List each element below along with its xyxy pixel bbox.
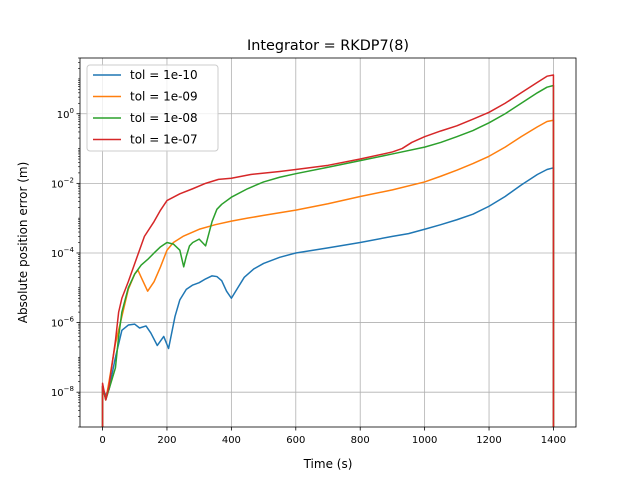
legend-label: tol = 1e-08: [130, 111, 198, 125]
series-line: [101, 167, 555, 427]
x-tick-label: 800: [351, 435, 370, 446]
chart-title: Integrator = RKDP7(8): [247, 38, 409, 54]
x-tick-label: 0: [99, 435, 105, 446]
x-tick-label: 1400: [541, 435, 566, 446]
legend-box: [86, 64, 219, 152]
y-tick-exponent: 0: [70, 107, 74, 115]
y-tick-exponent: −8: [64, 385, 74, 393]
series-line: [101, 84, 555, 427]
y-tick-label: 10−8: [51, 385, 74, 399]
series-line: [101, 74, 555, 427]
y-tick-label: 10−2: [51, 176, 74, 190]
x-tick-label: 1000: [412, 435, 437, 446]
legend-label: tol = 1e-09: [130, 90, 198, 104]
y-tick-label: 100: [57, 107, 74, 121]
legend: tol = 1e-10 tol = 1e-09 tol = 1e-08 tol = 1…: [86, 64, 219, 152]
y-tick-exponent: −4: [64, 246, 75, 254]
y-tick-base: 10: [51, 179, 64, 190]
x-tick-label: 200: [157, 435, 176, 446]
data-series: [101, 74, 555, 427]
y-tick-base: 10: [51, 388, 64, 399]
y-tick-base: 10: [51, 319, 64, 330]
axis-ticks: 0 200 400 600 800 1000 1200 140010−810−610−410−…: [51, 57, 566, 446]
y-axis-label: Absolute position error (m): [16, 162, 30, 324]
y-tick-label: 10−4: [51, 246, 75, 260]
legend-label: tol = 1e-10: [130, 68, 198, 82]
y-tick-label: 10−6: [51, 316, 75, 330]
y-tick-exponent: −6: [64, 316, 75, 324]
y-tick-base: 10: [57, 110, 70, 121]
legend-label: tol = 1e-07: [130, 133, 198, 147]
x-tick-label: 600: [286, 435, 305, 446]
x-tick-label: 1200: [476, 435, 501, 446]
x-tick-label: 400: [222, 435, 241, 446]
x-axis-label: Time (s): [303, 457, 353, 471]
y-tick-exponent: −2: [64, 176, 74, 184]
y-tick-base: 10: [51, 249, 64, 260]
